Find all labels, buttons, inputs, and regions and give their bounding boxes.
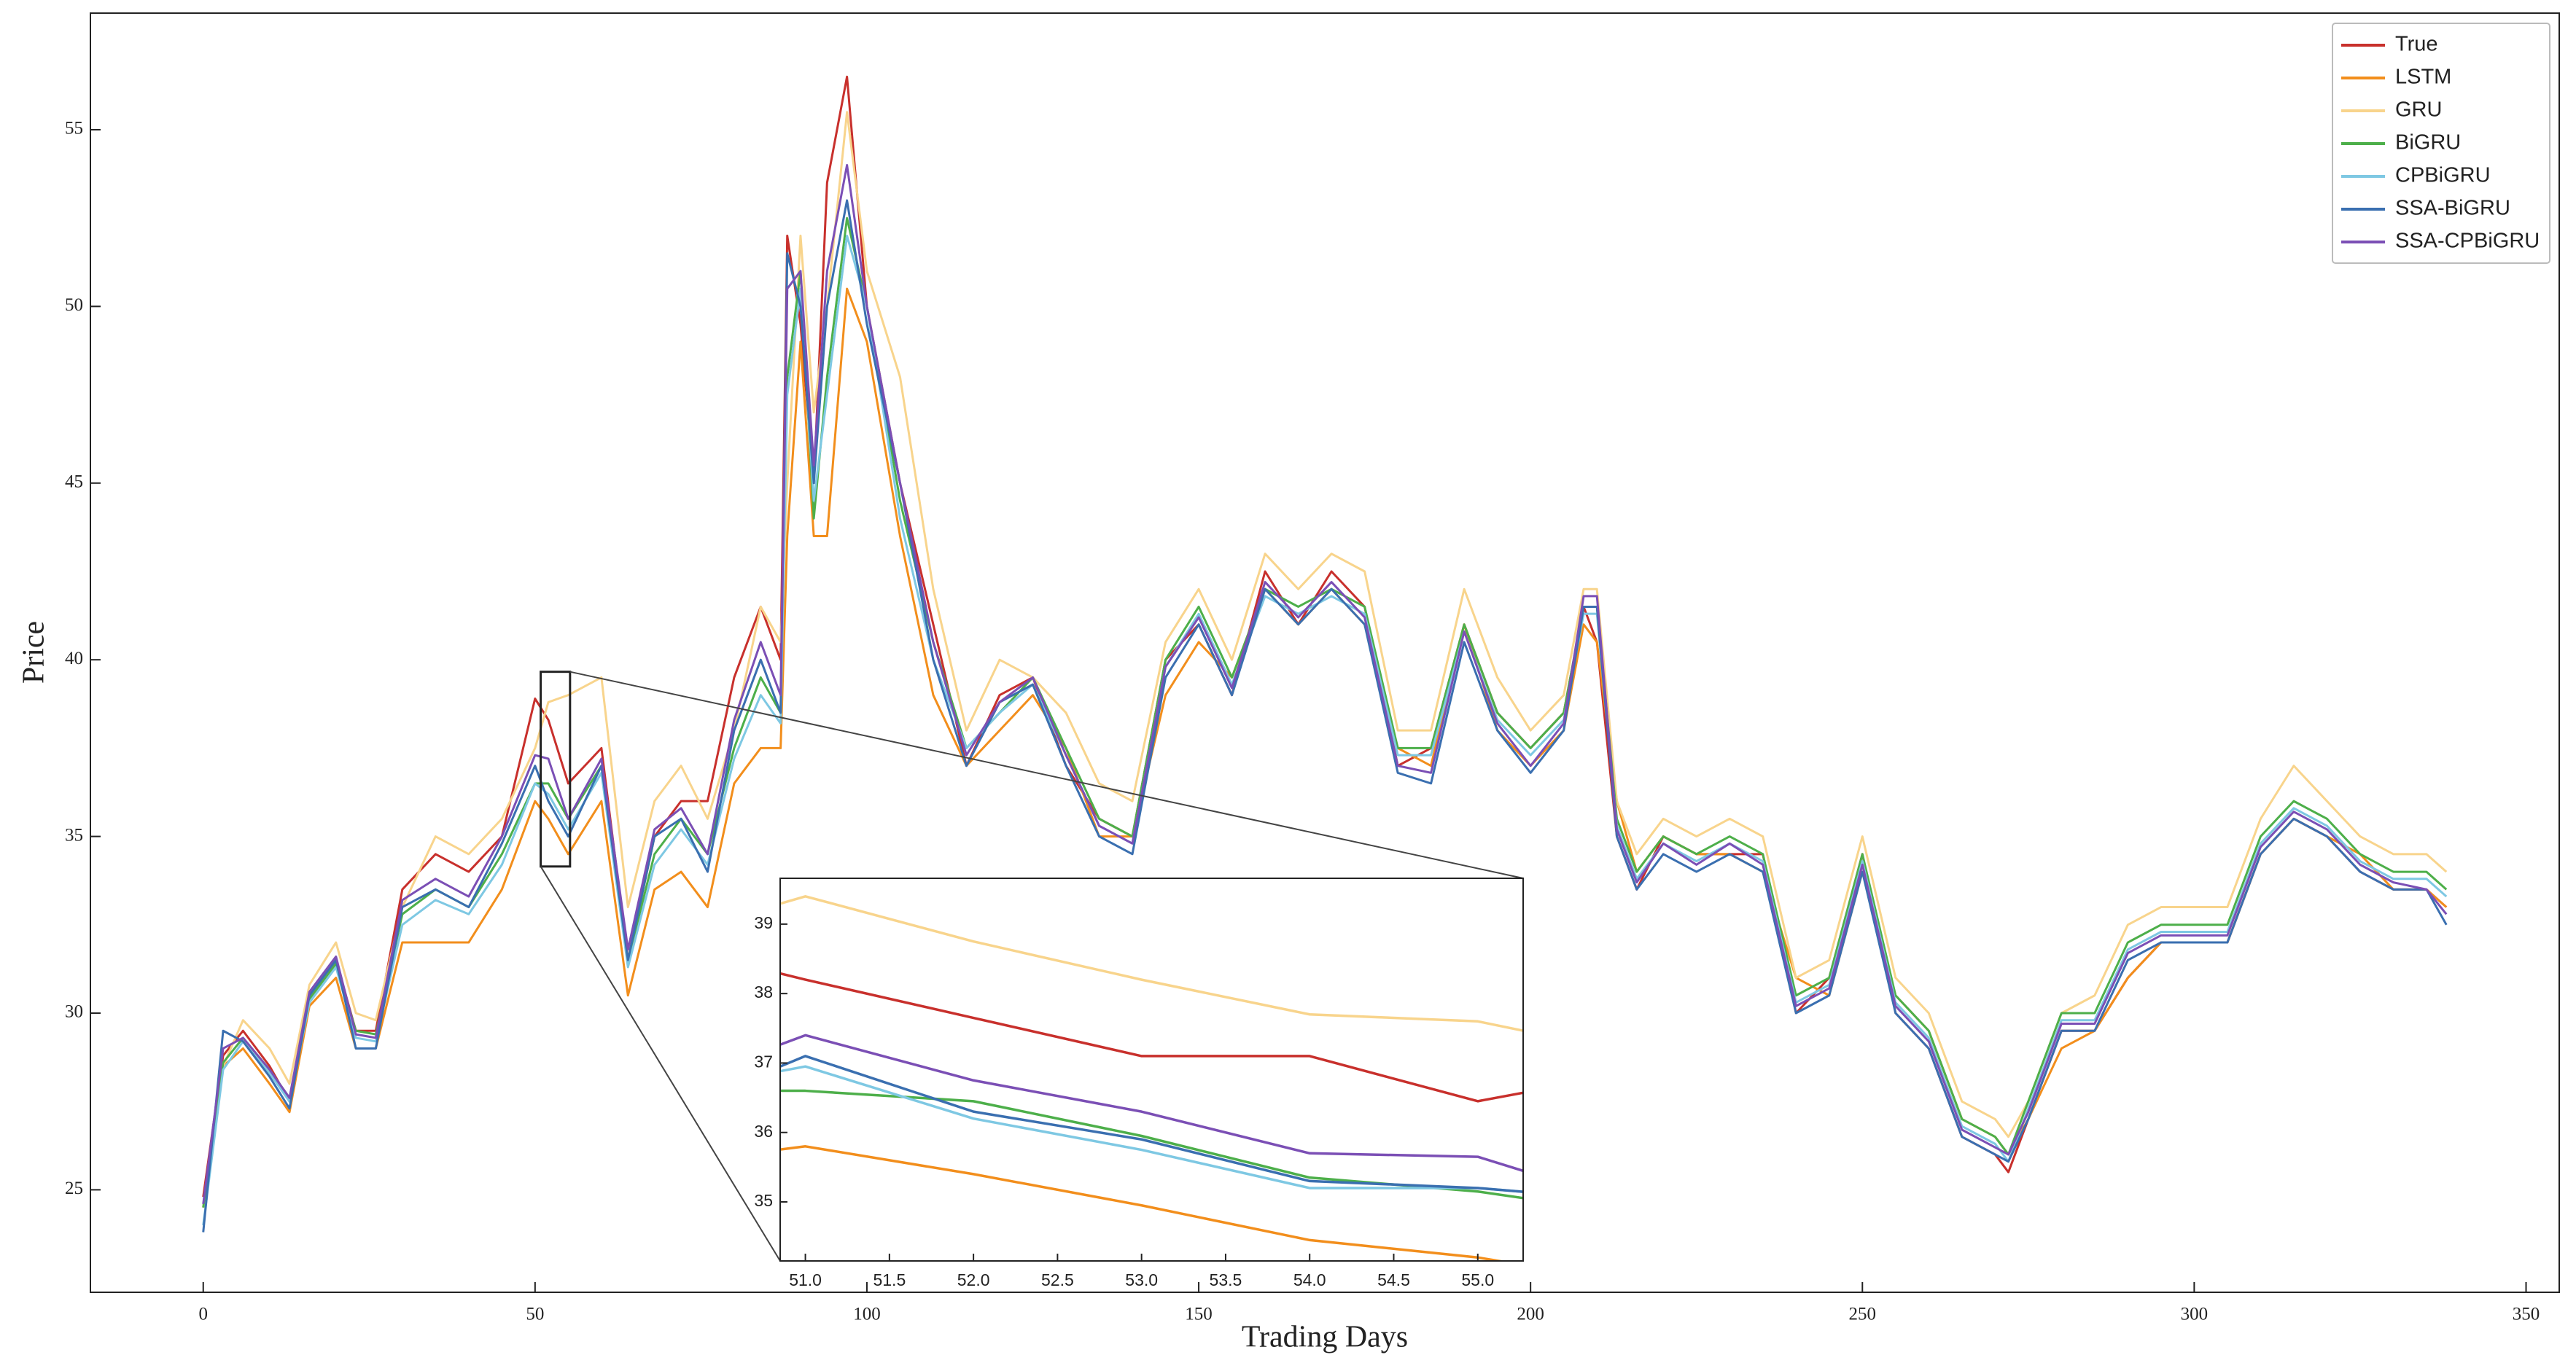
y-axis-label: Price [17, 621, 51, 684]
x-tick-label: 200 [1517, 1305, 1544, 1324]
legend-label: GRU [2395, 98, 2442, 122]
legend-box [2332, 23, 2550, 264]
x-tick-label: 0 [198, 1305, 208, 1324]
axes: 0 50 100 150 200 250 300 350 25 30 35 40 45 50 55 51.0 5… [65, 119, 2540, 1324]
legend-label: True [2395, 33, 2438, 56]
series-line [780, 895, 1523, 1032]
legend-label: SSA-BiGRU [2395, 197, 2510, 220]
zoom-connectors [540, 671, 1524, 1262]
inset-background [780, 878, 1523, 1261]
legend-label: LSTM [2395, 66, 2451, 89]
y-tick-label: 35 [754, 1191, 773, 1210]
y-tick-label: 50 [65, 295, 83, 315]
x-tick-label: 150 [1185, 1305, 1213, 1324]
x-tick-label: 300 [2181, 1305, 2209, 1324]
x-tick-label: 100 [853, 1305, 881, 1324]
series-line [202, 111, 2448, 1208]
x-tick-label: 250 [1849, 1305, 1877, 1324]
main-plot-area [202, 75, 2448, 1233]
inset-frame [779, 878, 1524, 1262]
legend-label: BiGRU [2395, 131, 2461, 155]
x-tick-label: 54.0 [1293, 1270, 1326, 1289]
zoom-box [540, 671, 572, 868]
series-line [202, 163, 2448, 1204]
x-tick-label: 53.0 [1125, 1270, 1158, 1289]
x-tick-label: 52.5 [1041, 1270, 1074, 1289]
x-tick-label: 53.5 [1210, 1270, 1242, 1289]
x-tick-label: 51.5 [873, 1270, 906, 1289]
y-tick-label: 37 [754, 1052, 773, 1071]
y-tick-label: 36 [754, 1122, 773, 1141]
x-tick-label: 350 [2513, 1305, 2540, 1324]
y-tick-label: 39 [754, 913, 773, 932]
series-line [780, 1034, 1523, 1173]
series-line [202, 216, 2448, 1208]
series-line [780, 1055, 1523, 1193]
x-axis-label: Trading Days [1242, 1321, 1408, 1354]
zoom-connector [540, 866, 781, 1262]
legend-label: SSA-CPBiGRU [2395, 230, 2540, 253]
y-tick-label: 25 [65, 1179, 83, 1198]
main-frame [90, 12, 2560, 1293]
y-tick-label: 45 [65, 472, 83, 492]
zoom-connector [569, 671, 1524, 879]
legend: True LSTM GRU BiGRU CPBiGRU SSA-BiGRU SSA-CPBi… [2332, 23, 2550, 264]
x-tick-label: 52.0 [957, 1270, 990, 1289]
y-tick-label: 30 [65, 1002, 83, 1022]
legend-label: CPBiGRU [2395, 164, 2491, 187]
y-tick-label: 38 [754, 983, 773, 1001]
series-line [780, 972, 1523, 1103]
y-tick-label: 55 [65, 119, 83, 138]
x-tick-label: 55.0 [1461, 1270, 1494, 1289]
y-tick-label: 40 [65, 649, 83, 668]
x-tick-label: 54.5 [1377, 1270, 1410, 1289]
y-tick-label: 35 [65, 825, 83, 845]
x-tick-label: 51.0 [789, 1270, 822, 1289]
x-tick-label: 50 [526, 1305, 544, 1324]
series-line [202, 199, 2448, 1233]
series-line [780, 1089, 1523, 1200]
